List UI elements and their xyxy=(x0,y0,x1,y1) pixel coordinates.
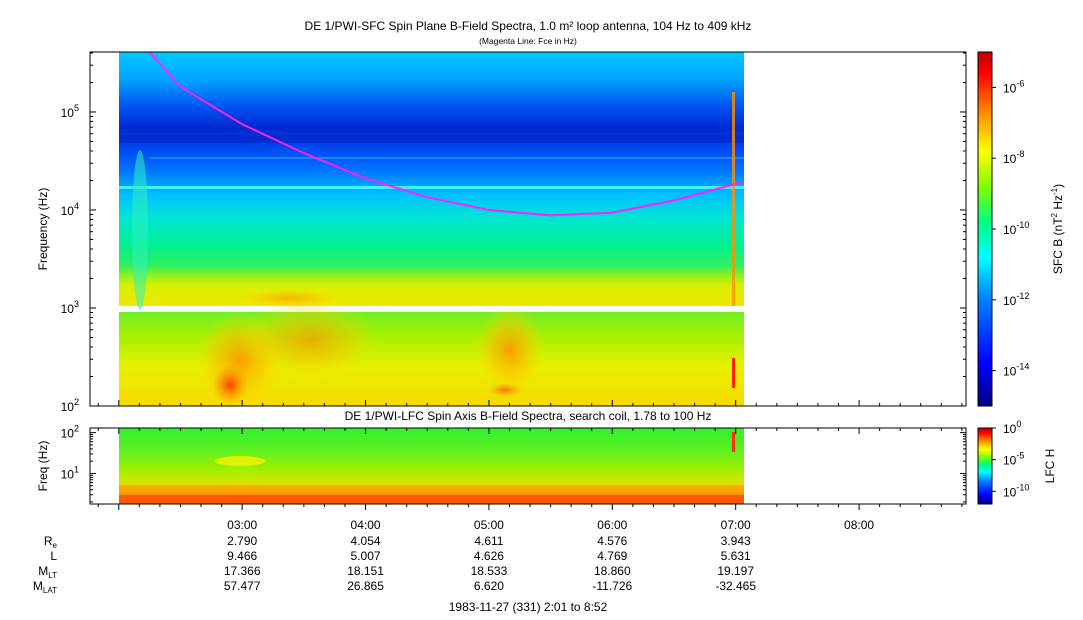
x-tick-label: 04:00 xyxy=(351,518,381,532)
top-plot-frame xyxy=(89,51,967,407)
lfc-colorbar-ticks: 100 10-5 10-10 xyxy=(992,419,1029,499)
sfc-cyan-line-2 xyxy=(150,157,744,159)
sfc-burst-2 xyxy=(240,300,380,380)
lfc-yellow-patch xyxy=(215,456,265,466)
sfc-colorbar-label: SFC B (nT2 Hz-1) xyxy=(1050,184,1065,274)
ephemeris-value: 57.477 xyxy=(224,579,261,593)
ephemeris-value: 9.466 xyxy=(227,549,257,563)
time-axis: 03:00 04:00 05:00 06:00 07:00 08:00 xyxy=(97,400,963,532)
y-tick-label: 102 xyxy=(61,397,79,414)
colorbar-tick-label: 10-6 xyxy=(1003,78,1024,95)
ephemeris-table: Re 2.790 4.054 4.611 4.576 3.943 L 9.466 5.007 4.… xyxy=(33,534,756,595)
sfc-emission-2h xyxy=(132,150,148,310)
ephemeris-value: 4.054 xyxy=(351,534,381,548)
sfc-colorbar-ticks: 10-6 10-8 10-10 10-12 10-14 xyxy=(992,78,1029,379)
sfc-burst-5 xyxy=(487,383,523,397)
colorbar-tick-label: 10-8 xyxy=(1003,149,1024,166)
ephemeris-value: 4.576 xyxy=(597,534,627,548)
ephemeris-value: 2.790 xyxy=(227,534,257,548)
y-tick-label: 103 xyxy=(61,299,79,316)
lfc-band xyxy=(119,428,744,504)
ephemeris-value: 19.197 xyxy=(717,564,754,578)
lfc-orange-row-2 xyxy=(119,485,744,491)
sfc-dark-band xyxy=(119,135,744,143)
x-tick-label: 08:00 xyxy=(844,518,874,532)
colorbar-tick-label: 10-10 xyxy=(1003,482,1029,499)
sfc-red-marks xyxy=(732,92,735,306)
lfc-colorbar-label: LFC H xyxy=(1043,449,1057,484)
sfc-colorbar xyxy=(977,51,993,407)
top-y-axis-label: Frequency (Hz) xyxy=(36,188,50,271)
y-tick-label: 105 xyxy=(61,103,79,120)
sfc-red-marks-low xyxy=(732,358,735,388)
sfc-high-band xyxy=(119,52,744,306)
x-tick-label: 07:00 xyxy=(721,518,751,532)
ephemeris-value: 18.860 xyxy=(594,564,631,578)
ephemeris-value: 17.366 xyxy=(224,564,261,578)
y-tick-label: 102 xyxy=(61,424,79,441)
ephemeris-value: 18.151 xyxy=(347,564,384,578)
ephemeris-value: 4.626 xyxy=(474,549,504,563)
x-tick-label: 05:00 xyxy=(474,518,504,532)
ephemeris-value: 4.769 xyxy=(597,549,627,563)
lfc-colorbar xyxy=(977,427,993,505)
ephemeris-value: -11.726 xyxy=(592,579,632,593)
sfc-spectrogram xyxy=(119,52,744,406)
lfc-red-mark xyxy=(732,432,735,452)
bottom-y-axis: 101 102 xyxy=(61,424,966,503)
ephemeris-row-label: L xyxy=(50,549,57,563)
lfc-orange-row xyxy=(119,495,744,504)
colorbar-tick-label: 10-14 xyxy=(1003,362,1029,379)
ephemeris-value: 4.611 xyxy=(474,534,503,548)
ephemeris-value: 3.943 xyxy=(721,534,751,548)
ephemeris-value: 5.007 xyxy=(351,549,381,563)
colorbar-tick-label: 10-5 xyxy=(1003,451,1024,468)
bottom-y-axis-label: Freq (Hz) xyxy=(36,441,50,492)
x-tick-label: 03:00 xyxy=(227,518,257,532)
ephemeris-value: 26.865 xyxy=(347,579,384,593)
top-panel-subtitle: (Magenta Line: Fce in Hz) xyxy=(479,36,577,46)
y-tick-label: 101 xyxy=(61,464,79,481)
sfc-gap-band xyxy=(119,306,744,312)
top-y-axis: 102 103 104 105 xyxy=(61,52,966,414)
sfc-burst-4 xyxy=(212,365,248,405)
ephemeris-value: 5.631 xyxy=(721,549,751,563)
ephemeris-value: 6.620 xyxy=(474,579,504,593)
x-tick-label: 06:00 xyxy=(597,518,627,532)
ephemeris-row-label: MLAT xyxy=(33,579,57,595)
y-tick-label: 104 xyxy=(61,201,79,218)
colorbar-tick-label: 10-12 xyxy=(1003,291,1029,308)
top-panel-title: DE 1/PWI-SFC Spin Plane B-Field Spectra,… xyxy=(305,19,752,33)
bottom-panel-title: DE 1/PWI-LFC Spin Axis B-Field Spectra, … xyxy=(345,409,712,423)
colorbar-tick-label: 10-10 xyxy=(1003,220,1029,237)
ephemeris-row-label: MLT xyxy=(38,564,57,580)
ephemeris-row-label: Re xyxy=(44,534,58,550)
sfc-burst-6 xyxy=(235,288,345,308)
bottom-plot-frame xyxy=(89,427,967,505)
footer-date: 1983-11-27 (331) 2:01 to 8:52 xyxy=(449,600,608,614)
fce-line xyxy=(148,52,744,217)
ephemeris-value: -32.465 xyxy=(715,579,756,593)
lfc-spectrogram xyxy=(119,428,744,504)
sfc-cyan-line-1 xyxy=(119,186,744,189)
sfc-burst-3 xyxy=(475,305,545,395)
colorbar-tick-label: 100 xyxy=(1003,419,1021,436)
ephemeris-value: 18.533 xyxy=(471,564,508,578)
